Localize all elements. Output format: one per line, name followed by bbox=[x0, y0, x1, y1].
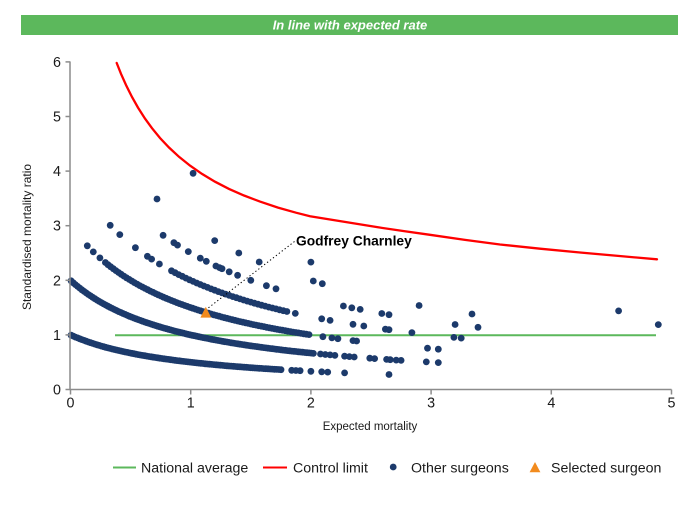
svg-text:0: 0 bbox=[67, 396, 75, 412]
svg-text:3: 3 bbox=[53, 219, 61, 235]
svg-text:Selected surgeon: Selected surgeon bbox=[551, 461, 661, 477]
svg-text:1: 1 bbox=[53, 328, 61, 344]
svg-text:Other surgeons: Other surgeons bbox=[411, 461, 509, 477]
svg-text:3: 3 bbox=[427, 396, 435, 412]
svg-text:0: 0 bbox=[53, 383, 61, 399]
svg-text:In line with expected rate: In line with expected rate bbox=[273, 18, 428, 33]
svg-text:Godfrey Charnley: Godfrey Charnley bbox=[296, 233, 412, 248]
svg-text:5: 5 bbox=[668, 396, 676, 412]
svg-text:National average: National average bbox=[141, 461, 248, 477]
svg-text:4: 4 bbox=[547, 396, 555, 412]
svg-text:Control limit: Control limit bbox=[293, 461, 368, 477]
svg-text:Standardised mortality ratio: Standardised mortality ratio bbox=[20, 164, 34, 310]
svg-text:Expected mortality: Expected mortality bbox=[323, 421, 418, 433]
svg-text:5: 5 bbox=[53, 110, 61, 126]
svg-text:1: 1 bbox=[187, 396, 195, 412]
svg-text:2: 2 bbox=[53, 273, 61, 289]
svg-text:6: 6 bbox=[53, 55, 61, 71]
svg-text:4: 4 bbox=[53, 164, 61, 180]
svg-text:2: 2 bbox=[307, 396, 315, 412]
